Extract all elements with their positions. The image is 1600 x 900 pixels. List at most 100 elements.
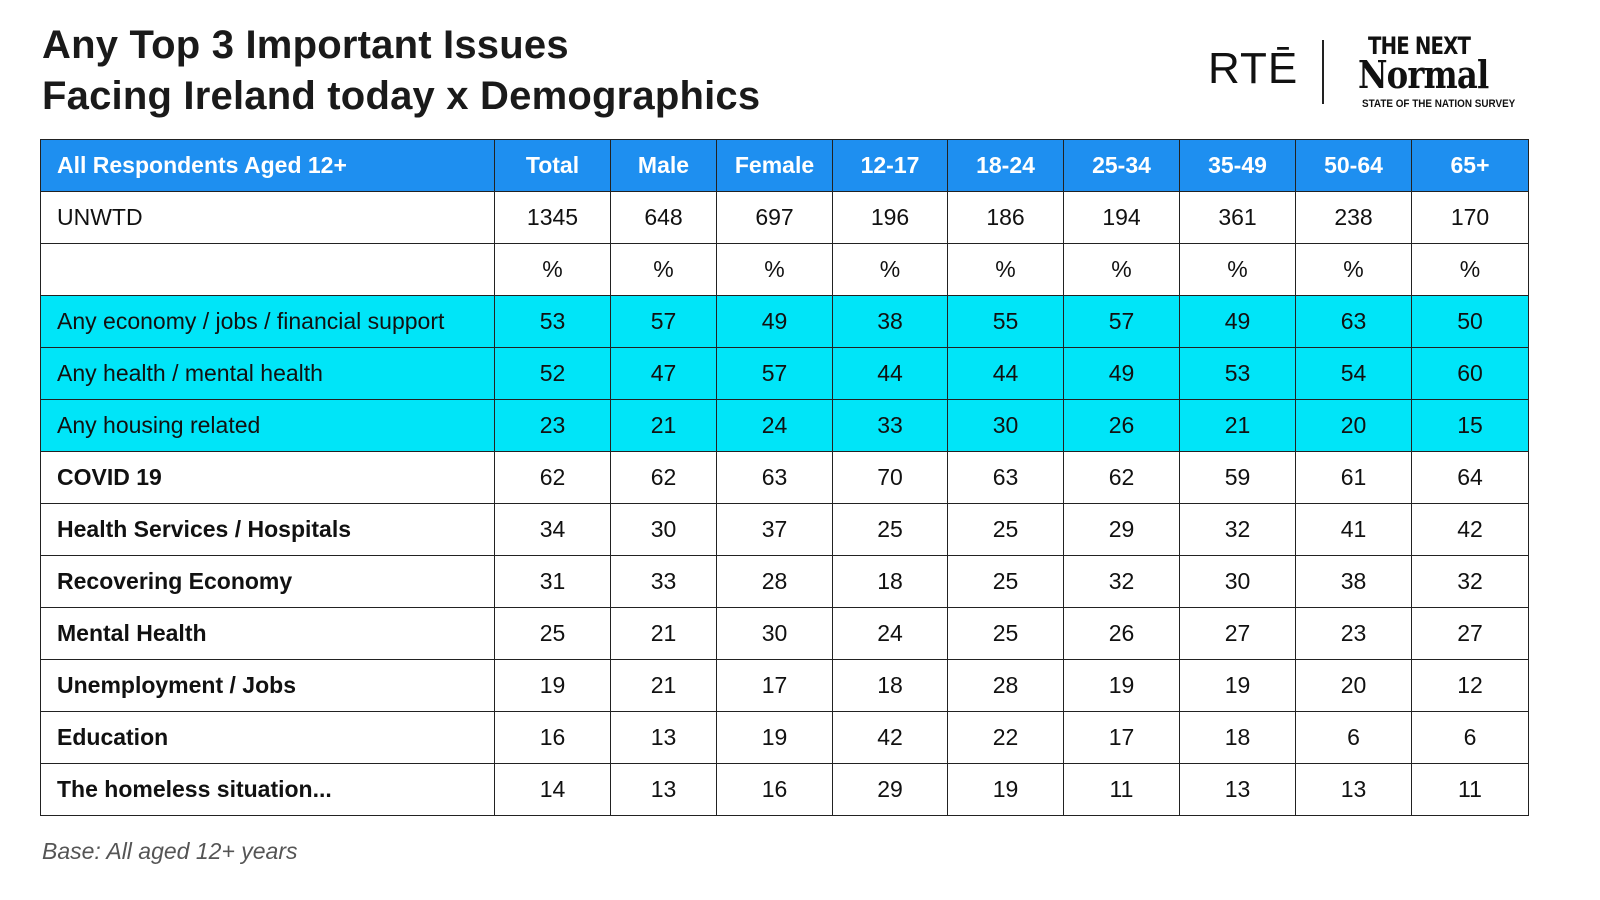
table-cell: 196 [832,191,948,244]
tnn-logo-main: Normal [1358,52,1489,97]
demographics-table: All Respondents Aged 12+ Total Male Female… [40,139,1529,816]
table-cell: 42 [832,711,948,764]
table-row: Any housing related 23 21 24 33 30 26 21 20 15 [40,399,1529,452]
table-cell: 38 [1295,555,1412,608]
table-cell: 24 [832,607,948,660]
column-header: Male [610,139,717,192]
table-cell: 30 [610,503,717,556]
table-row: Education 16 13 19 42 22 17 18 6 6 [40,711,1529,764]
table-cell: 13 [610,763,717,816]
table-cell: 25 [947,555,1064,608]
table-cell: 17 [716,659,833,712]
table-cell: % [716,243,833,296]
table-cell: 19 [1063,659,1180,712]
row-label: Education [40,711,495,764]
table-cell: 61 [1295,451,1412,504]
table-cell: 19 [1179,659,1296,712]
table-cell: 25 [947,503,1064,556]
logo-divider [1322,40,1324,104]
table-cell: 27 [1411,607,1529,660]
table-cell: 21 [610,607,717,660]
row-label: Mental Health [40,607,495,660]
row-label: Any economy / jobs / financial support [40,295,495,348]
table-header-row: All Respondents Aged 12+ Total Male Female… [40,139,1529,192]
table-cell: 30 [1179,555,1296,608]
table-cell: 59 [1179,451,1296,504]
table-cell: 57 [1063,295,1180,348]
column-header: 35-49 [1179,139,1296,192]
row-label: Any housing related [40,399,495,452]
the-next-normal-logo: THE NEXT Normal STATE OF THE NATION SURV… [1354,32,1534,112]
rte-logo: RTĒ [1208,44,1299,93]
table-cell: 1345 [494,191,611,244]
table-cell: 50 [1411,295,1529,348]
table-cell: 28 [716,555,833,608]
table-cell: 27 [1179,607,1296,660]
table-cell: 28 [947,659,1064,712]
row-label: Health Services / Hospitals [40,503,495,556]
base-footnote: Base: All aged 12+ years [42,838,298,864]
table-cell: 49 [1063,347,1180,400]
table-row: COVID 19 62 62 63 70 63 62 59 61 64 [40,451,1529,504]
table-cell: 44 [832,347,948,400]
row-label: COVID 19 [40,451,495,504]
table-cell: 19 [947,763,1064,816]
table-cell: 14 [494,763,611,816]
table-cell: 697 [716,191,833,244]
table-cell: 49 [716,295,833,348]
row-label [40,243,495,296]
header-corner-label: All Respondents Aged 12+ [40,139,495,192]
table-cell: 186 [947,191,1064,244]
table-cell: 52 [494,347,611,400]
table-cell: 23 [1295,607,1412,660]
table-row: Any economy / jobs / financial support 53… [40,295,1529,348]
row-label: The homeless situation... [40,763,495,816]
table-cell: 34 [494,503,611,556]
table-cell: 15 [1411,399,1529,452]
column-header: 18-24 [947,139,1064,192]
table-cell: 18 [1179,711,1296,764]
tnn-logo-top: THE NEXT [1368,32,1471,60]
table-cell: 30 [716,607,833,660]
table-cell: 16 [494,711,611,764]
row-label: Recovering Economy [40,555,495,608]
table-cell: 21 [1179,399,1296,452]
table-cell: 17 [1063,711,1180,764]
table-cell: 29 [1063,503,1180,556]
table-cell: 11 [1411,763,1529,816]
table-cell: 25 [494,607,611,660]
table-cell: % [494,243,611,296]
title-line-2: Facing Ireland today x Demographics [42,74,761,118]
table-cell: 11 [1063,763,1180,816]
table-cell: 64 [1411,451,1529,504]
table-cell: 53 [494,295,611,348]
table-cell: 23 [494,399,611,452]
table-cell: % [1179,243,1296,296]
table-cell: 238 [1295,191,1412,244]
table-cell: % [832,243,948,296]
table-row: Recovering Economy 31 33 28 18 25 32 30 38 32 [40,555,1529,608]
table-cell: 20 [1295,399,1412,452]
table-cell: % [610,243,717,296]
table-cell: 12 [1411,659,1529,712]
table-cell: 63 [947,451,1064,504]
table-cell: 6 [1295,711,1412,764]
table-cell: 18 [832,555,948,608]
table-cell: 13 [610,711,717,764]
table-cell: 32 [1411,555,1529,608]
table-row: Health Services / Hospitals 34 30 37 25 25 29 3… [40,503,1529,556]
page-title: Any Top 3 Important Issues Facing Irelan… [42,20,760,122]
table-cell: 19 [716,711,833,764]
table-cell: 55 [947,295,1064,348]
table-row: Unemployment / Jobs 19 21 17 18 28 19 19 20 12 [40,659,1529,712]
table-cell: 54 [1295,347,1412,400]
table-cell: 26 [1063,399,1180,452]
table-cell: 42 [1411,503,1529,556]
table-cell: 60 [1411,347,1529,400]
table-cell: 21 [610,399,717,452]
table-cell: 648 [610,191,717,244]
table-cell: 44 [947,347,1064,400]
table-cell: 63 [1295,295,1412,348]
row-label: Unemployment / Jobs [40,659,495,712]
table-cell: 32 [1063,555,1180,608]
